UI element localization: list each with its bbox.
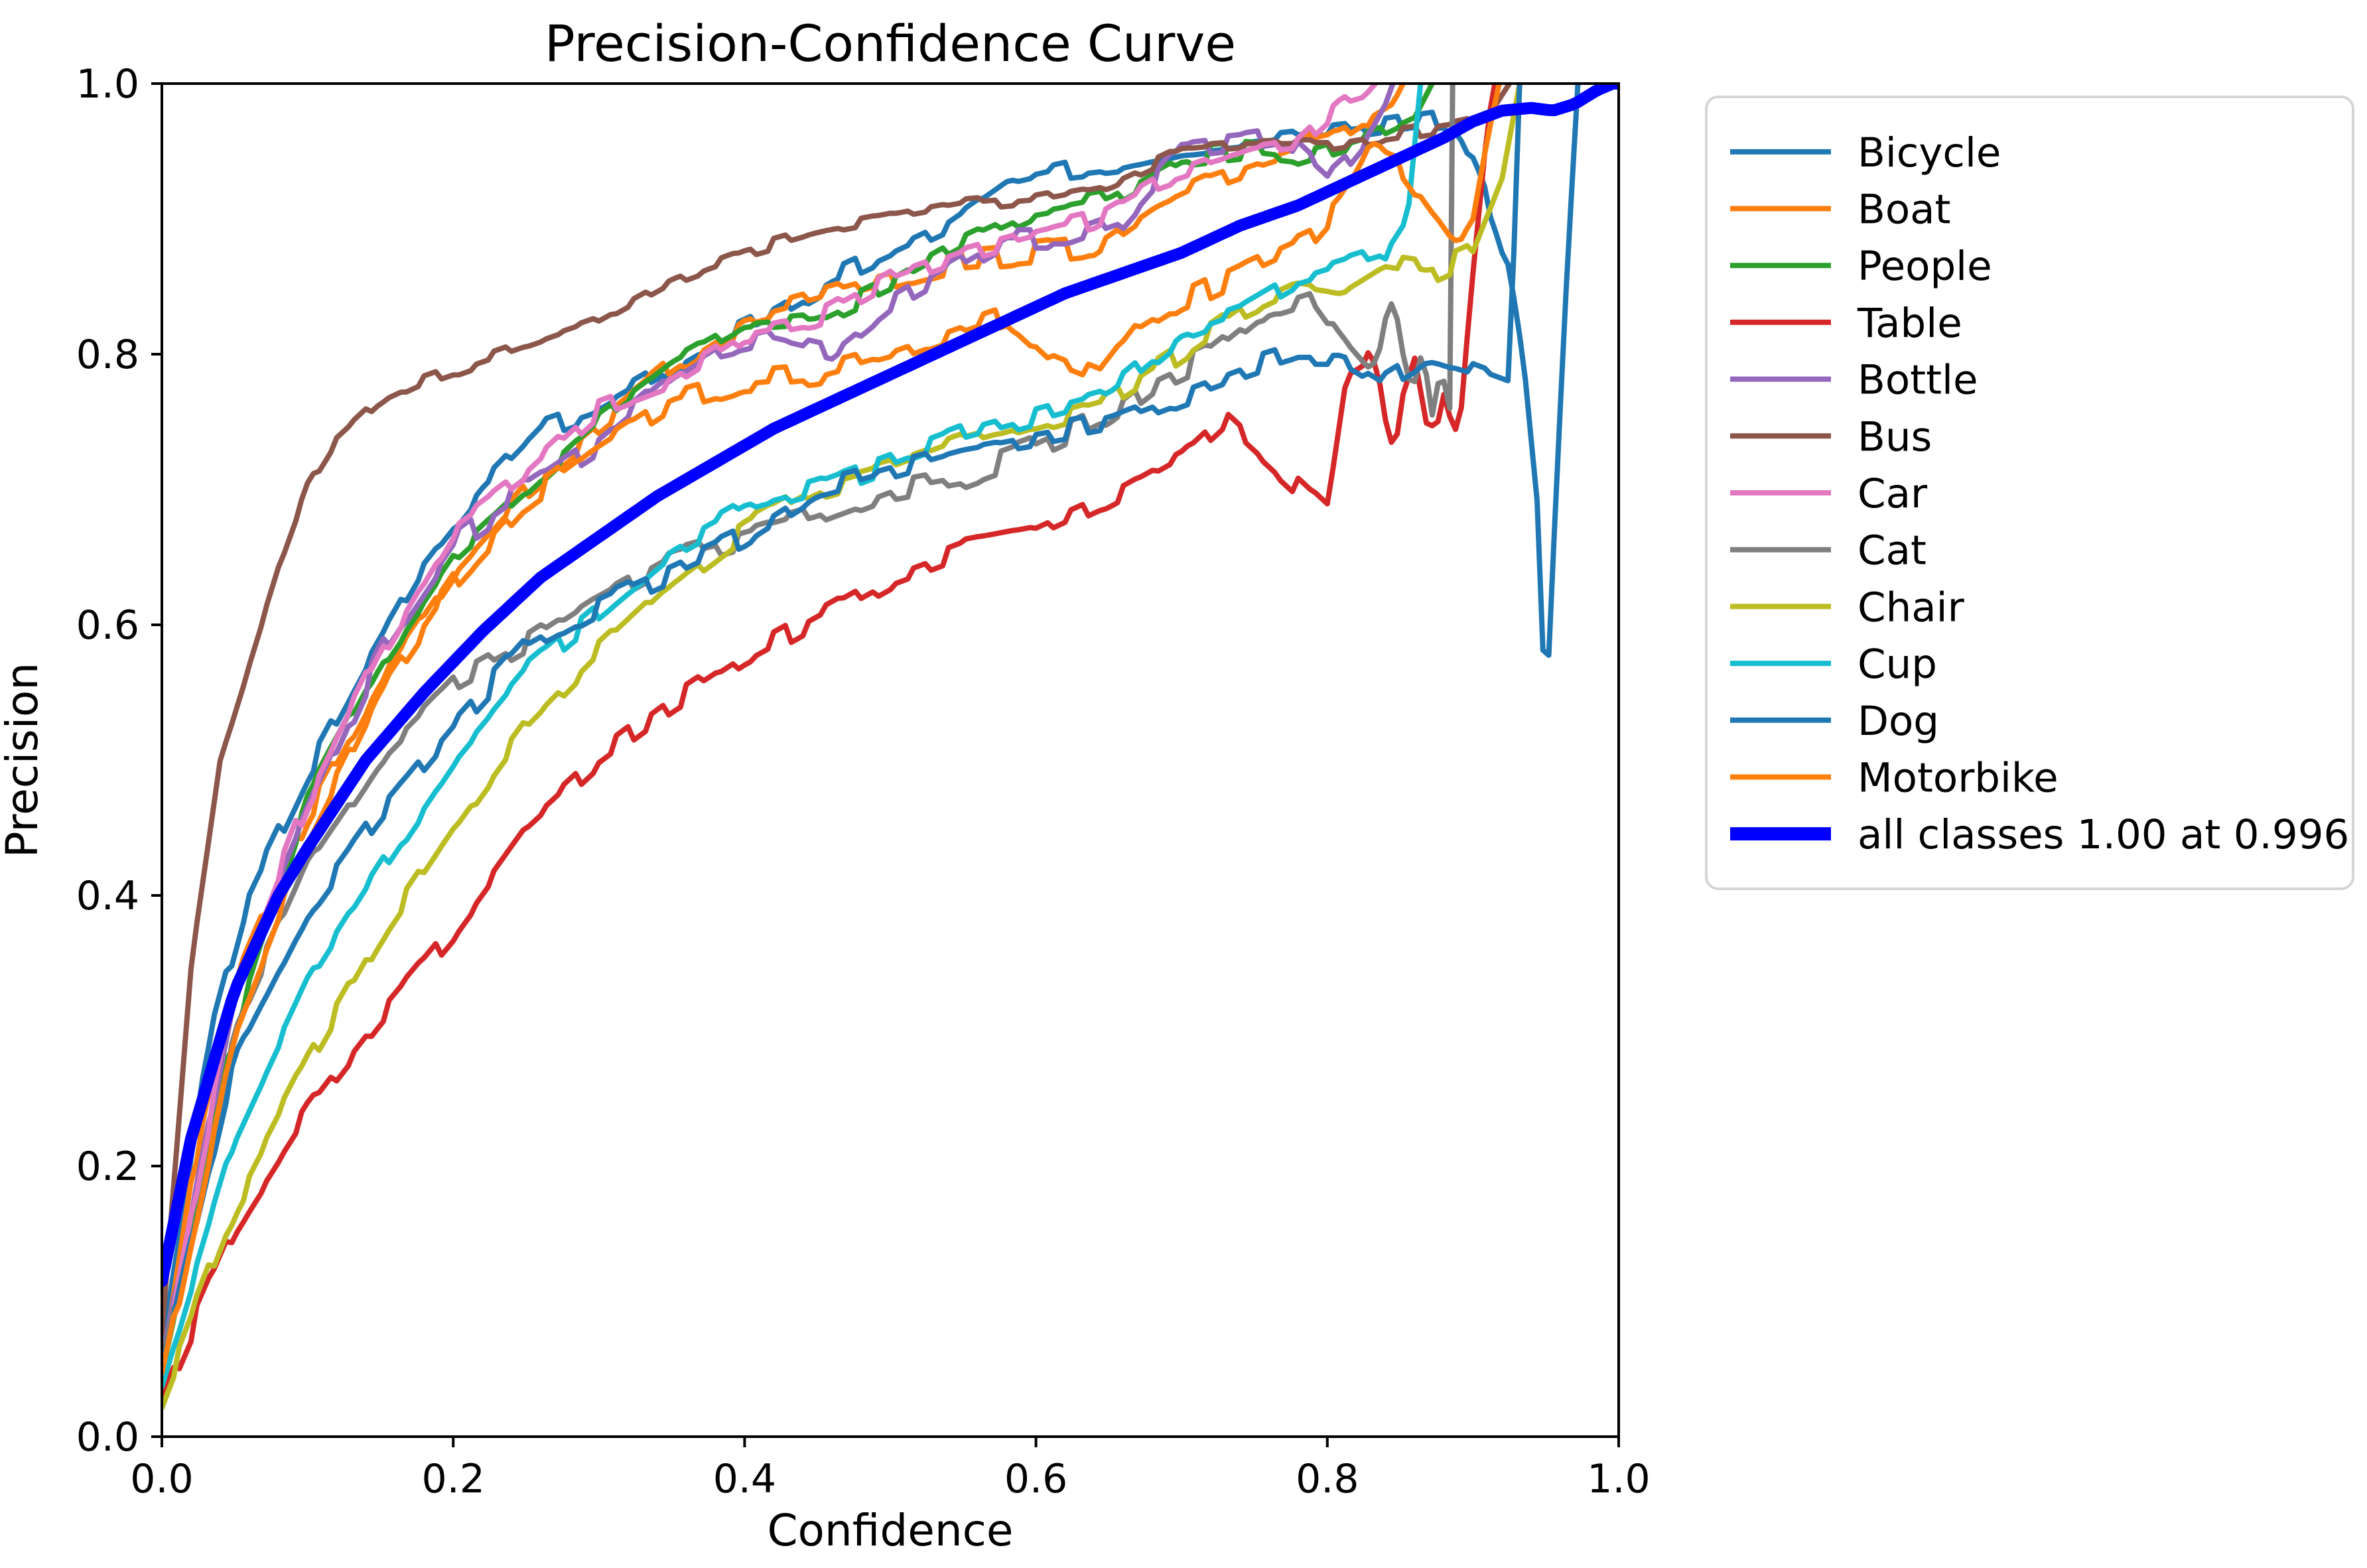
x-axis-ticks: 0.0 0.2 0.4 0.6 0.8 1.0 xyxy=(130,1437,1651,1502)
legend-item-bicycle: Bicycle xyxy=(1730,129,2001,176)
legend-label-cup: Cup xyxy=(1858,641,1937,688)
legend-label-bus: Bus xyxy=(1858,413,1932,460)
curve-bottle xyxy=(162,84,1396,1364)
curve-cup xyxy=(162,84,1424,1390)
y-axis-label: Precision xyxy=(0,663,48,858)
legend-item-cat: Cat xyxy=(1730,527,1927,574)
curve-bus xyxy=(162,84,1513,1337)
legend-label-cat: Cat xyxy=(1858,527,1927,574)
legend-label-car: Car xyxy=(1858,470,1928,517)
legend-label-people: People xyxy=(1858,243,1992,290)
legend-items: Bicycle Boat People Table Bottle Bus Car Cat Cha… xyxy=(1730,129,2349,858)
x-tick-label: 0.2 xyxy=(421,1456,484,1502)
legend-label-chair: Chair xyxy=(1858,584,1965,631)
legend-item-table: Table xyxy=(1730,300,1962,347)
curve-cat xyxy=(162,84,1455,1366)
legend-label-boat: Boat xyxy=(1858,186,1950,233)
legend-label-dog: Dog xyxy=(1858,698,1939,745)
legend: Bicycle Boat People Table Bottle Bus Car Cat Cha… xyxy=(1705,96,2354,890)
y-tick-label: 0.2 xyxy=(76,1143,139,1190)
curve-all-classes-1-00-at-0-996 xyxy=(162,84,1619,1287)
curves-group xyxy=(162,84,1619,1411)
legend-item-dog: Dog xyxy=(1730,698,1939,745)
legend-item-bottle: Bottle xyxy=(1730,357,1978,404)
legend-item-car: Car xyxy=(1730,470,1928,517)
curve-table xyxy=(162,84,1498,1398)
legend-item-cup: Cup xyxy=(1730,641,1937,688)
chart-title: Precision-Confidence Curve xyxy=(545,14,1236,73)
legend-item-boat: Boat xyxy=(1730,186,1950,233)
curve-boat xyxy=(162,84,1406,1374)
x-axis-label: Confidence xyxy=(767,1505,1013,1556)
curve-dog xyxy=(162,84,1522,1370)
legend-label-motorbike: Motorbike xyxy=(1858,754,2059,801)
legend-item-bus: Bus xyxy=(1730,413,1932,460)
legend-label-bottle: Bottle xyxy=(1858,357,1978,404)
legend-label-all-classes-1-00-at-0-996: all classes 1.00 at 0.996 xyxy=(1858,811,2349,858)
y-tick-label: 0.4 xyxy=(76,873,139,919)
curve-bicycle xyxy=(162,84,1581,1354)
legend-label-table: Table xyxy=(1857,300,1962,347)
x-tick-label: 0.0 xyxy=(130,1456,193,1502)
x-tick-label: 0.8 xyxy=(1296,1456,1359,1502)
legend-item-chair: Chair xyxy=(1730,584,1965,631)
legend-box xyxy=(1705,96,2354,890)
x-tick-label: 0.4 xyxy=(713,1456,776,1502)
y-axis-ticks: 0.0 0.2 0.4 0.6 0.8 1.0 xyxy=(76,61,162,1461)
x-tick-label: 1.0 xyxy=(1587,1456,1650,1502)
curve-car xyxy=(162,84,1379,1374)
y-tick-label: 1.0 xyxy=(76,61,139,107)
axes-spines xyxy=(161,82,1620,1438)
curve-motorbike xyxy=(162,84,1502,1376)
legend-item-motorbike: Motorbike xyxy=(1730,754,2059,801)
y-tick-label: 0.0 xyxy=(76,1414,139,1461)
legend-item-all-classes-1-00-at-0-996: all classes 1.00 at 0.996 xyxy=(1730,811,2349,858)
legend-label-bicycle: Bicycle xyxy=(1858,129,2001,176)
y-tick-label: 0.6 xyxy=(76,602,139,649)
x-tick-label: 0.6 xyxy=(1004,1456,1067,1502)
y-tick-label: 0.8 xyxy=(76,332,139,378)
legend-item-people: People xyxy=(1730,243,1992,290)
